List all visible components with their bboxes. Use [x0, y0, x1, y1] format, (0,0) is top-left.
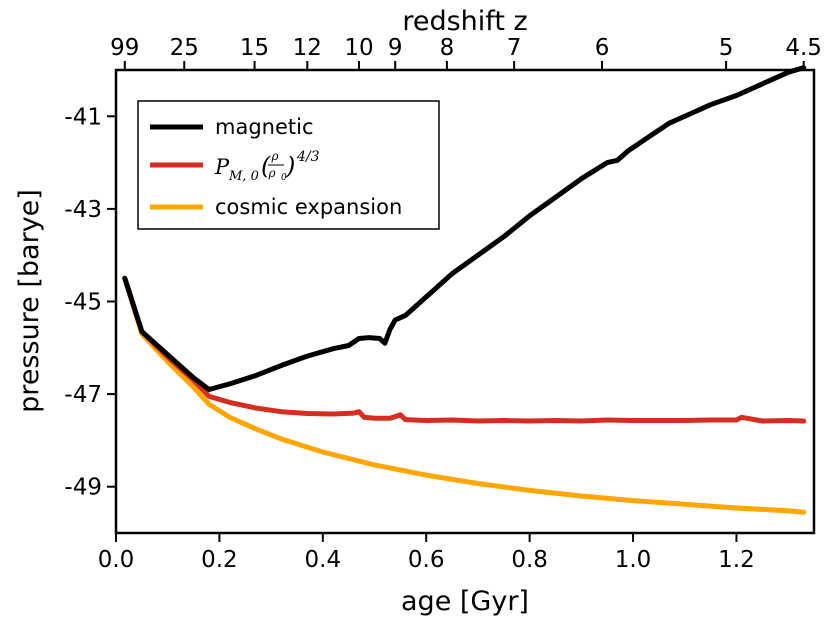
top-x-tick-label: 9 — [388, 35, 403, 61]
top-x-tick-label: 5 — [719, 35, 734, 61]
y-axis-label: pressure [barye] — [14, 189, 45, 413]
x-axis-label: age [Gyr] — [401, 586, 529, 617]
axis-ticks-group: 0.0 0.2 0.4 0.6 0.8 1.0 1.2 -41 -43 -45 -47 -49 99 25… — [64, 35, 822, 573]
legend: magnetic P M, 0 ( ρ ρ 0 ) 4/3 cosmic exp… — [137, 100, 440, 230]
top-x-axis-label: redshift z — [402, 6, 527, 37]
legend-label-magnetic: magnetic — [215, 115, 314, 139]
top-x-tick-label: 25 — [170, 35, 199, 61]
series-line-magnetic — [122, 65, 807, 392]
x-tick-label: 1.0 — [615, 547, 652, 573]
x-tick-label: 0.6 — [408, 547, 445, 573]
x-tick-label: 0.8 — [511, 547, 548, 573]
series-line-adiabatic — [122, 275, 807, 424]
legend-math-left-paren: ( — [261, 152, 271, 180]
top-x-tick-label: 12 — [293, 35, 322, 61]
x-tick-label: 0.4 — [305, 547, 342, 573]
y-tick-label: -47 — [64, 382, 102, 408]
legend-math-right-paren: ) — [285, 152, 295, 180]
top-x-tick-label: 7 — [507, 35, 522, 61]
x-tick-label: 1.2 — [718, 547, 755, 573]
legend-label-adiabatic: P M, 0 ( ρ ρ 0 ) 4/3 — [214, 149, 320, 184]
legend-math-subscript: M, 0 — [228, 169, 259, 184]
x-tick-label: 0.2 — [201, 547, 238, 573]
legend-label-cosmic: cosmic expansion — [215, 195, 402, 219]
series-line-cosmic — [122, 275, 807, 515]
top-x-tick-label: 6 — [595, 35, 610, 61]
top-x-tick-label: 4.5 — [785, 35, 822, 61]
y-tick-label: -43 — [64, 197, 102, 223]
x-tick-label: 0.0 — [98, 547, 135, 573]
legend-math-denominator: ρ — [267, 166, 275, 180]
legend-math-exponent: 4/3 — [296, 149, 320, 165]
y-tick-label: -41 — [64, 104, 102, 130]
top-x-tick-label: 8 — [440, 35, 455, 61]
y-tick-label: -49 — [64, 475, 102, 501]
y-tick-label: -45 — [64, 290, 102, 316]
legend-math-numerator: ρ — [270, 149, 278, 163]
legend-math-p: P — [214, 155, 230, 179]
top-x-tick-label: 99 — [110, 35, 139, 61]
legend-math-denominator-subscript: 0 — [281, 173, 287, 183]
plot-series-group — [122, 65, 807, 515]
top-x-tick-label: 15 — [240, 35, 269, 61]
top-x-tick-label: 10 — [344, 35, 373, 61]
